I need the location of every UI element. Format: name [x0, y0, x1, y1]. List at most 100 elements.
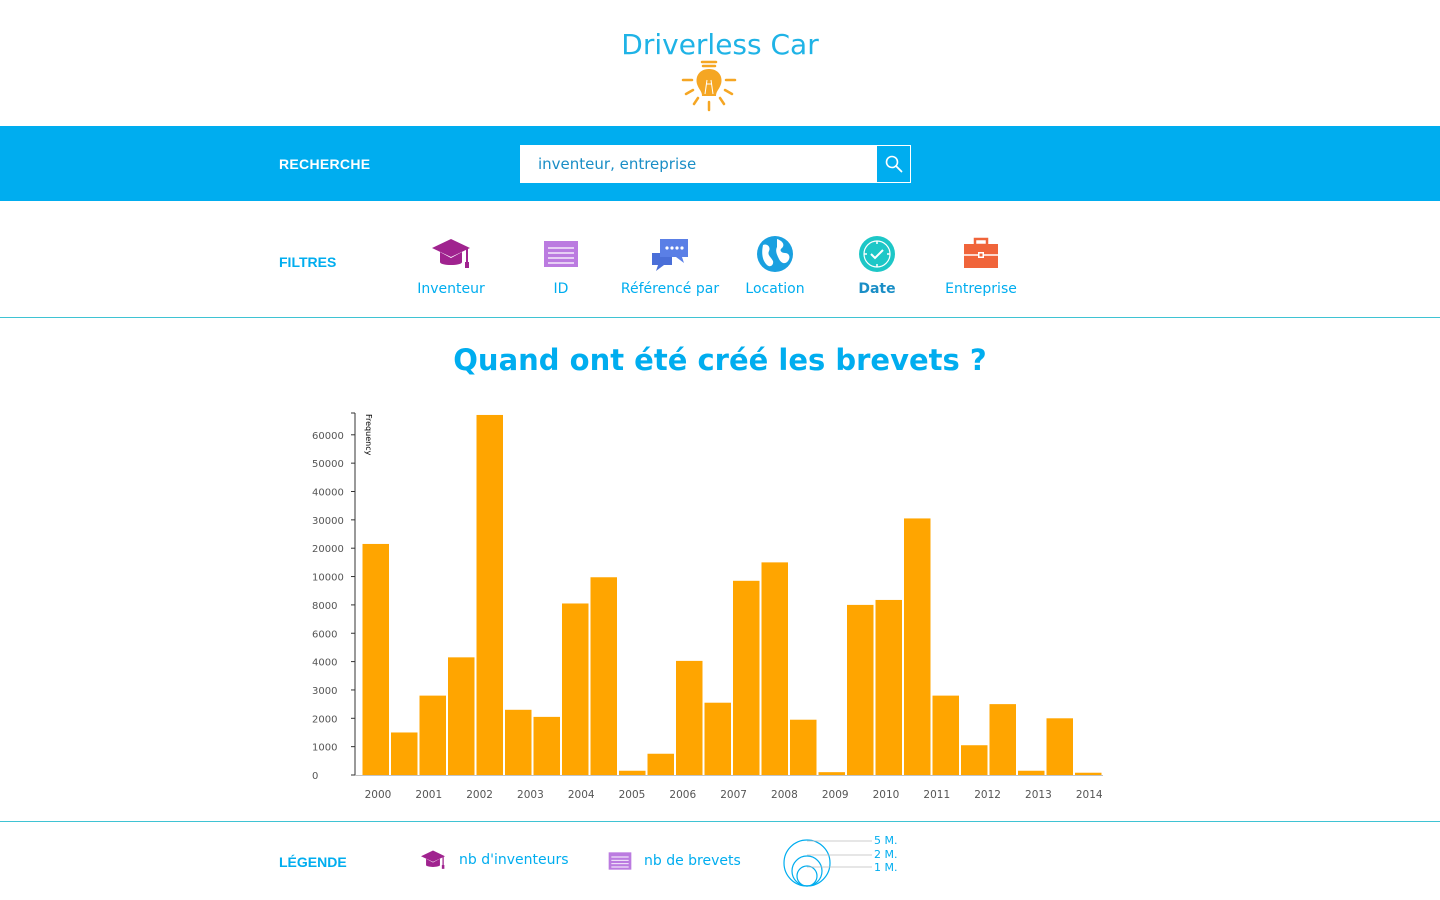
- bar: [505, 710, 532, 775]
- bar: [876, 600, 903, 775]
- x-tick-label: 2000: [365, 789, 392, 801]
- filter-location[interactable]: Location: [720, 235, 830, 297]
- y-tick-label: 50000: [312, 459, 344, 470]
- bar: [420, 696, 447, 775]
- y-tick-label: 20000: [312, 544, 344, 555]
- x-tick-label: 2010: [873, 789, 900, 801]
- x-tick-label: 2012: [974, 789, 1001, 801]
- x-tick-label: 2008: [771, 789, 798, 801]
- filters-label: FILTRES: [279, 254, 336, 270]
- legend-item-patents: nb de brevets: [608, 851, 741, 871]
- y-tick-label: 0: [312, 771, 318, 782]
- bars: [363, 415, 1102, 775]
- logo-text: Driverless Car: [0, 28, 1440, 61]
- bar: [363, 544, 390, 775]
- bar: [705, 703, 732, 775]
- bar: [676, 661, 703, 775]
- x-tick-label: 2002: [466, 789, 493, 801]
- bar: [904, 518, 931, 775]
- y-tick-label: 3000: [312, 686, 337, 697]
- bar: [933, 696, 960, 775]
- filter-label: Inventeur: [396, 281, 506, 297]
- bar: [1047, 718, 1074, 775]
- scale-label-1m: 1 M.: [874, 861, 897, 874]
- x-tick-label: 2004: [568, 789, 595, 801]
- y-tick-label: 1000: [312, 743, 337, 754]
- filter-entreprise[interactable]: Entreprise: [926, 235, 1036, 297]
- legend-label: LÉGENDE: [279, 854, 347, 870]
- legend-inventors-text: nb d'inventeurs: [459, 852, 569, 868]
- lightbulb-icon: [678, 58, 740, 114]
- y-tick-label: 6000: [312, 629, 337, 640]
- search-input[interactable]: [520, 145, 877, 183]
- bar: [648, 754, 675, 775]
- y-tick-label: 60000: [312, 431, 344, 442]
- graduation-cap-icon: [430, 235, 472, 273]
- bar: [847, 605, 874, 775]
- x-axis: 2000 2001 2002 2003 2004 2005 2006 2007 2008 2009…: [355, 776, 1103, 802]
- search-icon: [884, 154, 904, 174]
- scale-label-5m: 5 M.: [874, 834, 897, 847]
- bar: [961, 745, 988, 775]
- bar: [819, 772, 846, 775]
- bar: [990, 704, 1017, 775]
- x-tick-label: 2011: [923, 789, 950, 801]
- y-tick-label: 10000: [312, 573, 344, 584]
- filter-id[interactable]: ID: [506, 235, 616, 297]
- x-tick-label: 2007: [720, 789, 747, 801]
- bar: [534, 717, 561, 775]
- y-tick-label: 40000: [312, 488, 344, 499]
- x-tick-label: 2014: [1076, 789, 1103, 801]
- x-tick-label: 2003: [517, 789, 544, 801]
- graduation-cap-icon: [419, 848, 447, 872]
- y-tick-label: 30000: [312, 516, 344, 527]
- bar: [733, 581, 760, 775]
- y-axis-label: Frequency: [364, 414, 373, 456]
- filter-label: Location: [720, 281, 830, 297]
- search-bar: RECHERCHE: [0, 126, 1440, 201]
- y-tick-label: 4000: [312, 658, 337, 669]
- filter-date[interactable]: Date: [822, 235, 932, 297]
- legend: LÉGENDE nb d'inventeurs nb de brevets: [0, 821, 1440, 900]
- bar: [762, 562, 789, 775]
- y-axis: 0 1000 2000 3000 4000 6000 8000 10000 20000 30000…: [312, 413, 355, 782]
- bar: [619, 771, 646, 775]
- filter-label: ID: [506, 281, 616, 297]
- x-tick-label: 2009: [822, 789, 849, 801]
- bar: [448, 657, 475, 775]
- chat-bubbles-icon: [650, 235, 690, 273]
- y-tick-label: 2000: [312, 714, 337, 725]
- filter-reference-par[interactable]: Référencé par: [615, 235, 725, 297]
- y-tick-label: 8000: [312, 601, 337, 612]
- globe-icon: [755, 235, 795, 273]
- x-tick-label: 2001: [415, 789, 442, 801]
- search-label: RECHERCHE: [279, 156, 370, 172]
- search-button[interactable]: [876, 145, 911, 183]
- list-icon: [543, 235, 579, 273]
- clock-icon: [858, 235, 896, 273]
- bar: [391, 732, 418, 775]
- bar: [591, 577, 618, 775]
- bar: [562, 603, 589, 775]
- bar: [790, 720, 817, 775]
- bar: [477, 415, 504, 775]
- chart-title: Quand ont été créé les brevets ?: [0, 343, 1440, 377]
- legend-patents-text: nb de brevets: [644, 853, 741, 869]
- bar: [1018, 771, 1045, 775]
- header: Driverless Car: [0, 0, 1440, 126]
- x-tick-label: 2013: [1025, 789, 1052, 801]
- filter-label: Référencé par: [615, 281, 725, 297]
- scale-label-2m: 2 M.: [874, 848, 897, 861]
- filters-bar: FILTRES Inventeur ID: [0, 201, 1440, 318]
- filter-label: Entreprise: [926, 281, 1036, 297]
- filter-label: Date: [822, 281, 932, 297]
- briefcase-icon: [962, 235, 1000, 273]
- legend-item-inventors: nb d'inventeurs: [419, 848, 569, 872]
- histogram-chart: 0 1000 2000 3000 4000 6000 8000 10000 20000 30000…: [300, 405, 1120, 810]
- bar: [1075, 773, 1102, 775]
- bubble-scale-icon: [780, 832, 875, 892]
- filter-inventeur[interactable]: Inventeur: [396, 235, 506, 297]
- x-tick-label: 2006: [669, 789, 696, 801]
- x-tick-label: 2005: [619, 789, 646, 801]
